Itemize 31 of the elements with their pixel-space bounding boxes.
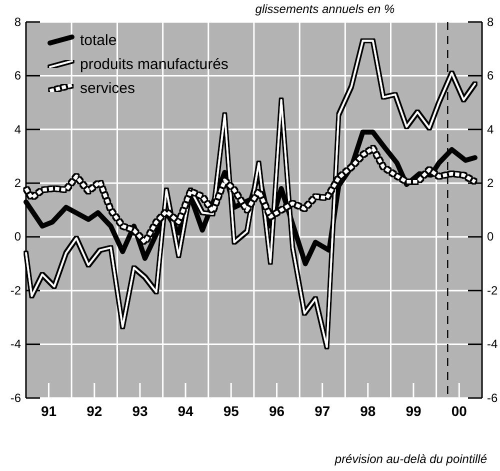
y-tick-label: -2 — [10, 283, 22, 298]
y-tick-label: 8 — [14, 14, 22, 29]
y2-tick-label: 2 — [487, 176, 494, 190]
legend-label: produits manufacturés — [80, 56, 228, 73]
y-tick-label: -6 — [10, 390, 22, 405]
x-tick-label: 92 — [86, 402, 102, 419]
y-tick-label: 6 — [14, 68, 22, 83]
y2-tick-label: -2 — [487, 283, 498, 298]
x-tick-label: 96 — [268, 402, 285, 419]
x-tick-label: 97 — [314, 402, 330, 419]
x-tick-label: 98 — [360, 402, 376, 419]
y2-tick-label: 0 — [487, 230, 494, 244]
x-tick-label: 93 — [132, 402, 148, 419]
x-tick-label: 95 — [223, 402, 240, 419]
x-tick-label: 99 — [406, 402, 422, 419]
y-tick-label: 2 — [14, 176, 22, 190]
y2-tick-label: -4 — [487, 337, 498, 352]
text: prévision au-delà du pointillé — [334, 452, 488, 466]
x-tick-label: 00 — [451, 402, 468, 419]
legend-label: services — [80, 80, 136, 97]
y2-tick-label: 8 — [487, 14, 494, 29]
y2-tick-label: 6 — [487, 68, 494, 83]
x-tick-label: 91 — [40, 402, 57, 419]
y2-tick-label: -6 — [487, 390, 498, 405]
chart-title: glissements annuels en % — [255, 2, 396, 16]
legend-label: totale — [80, 32, 117, 49]
x-tick-label: 94 — [178, 402, 194, 419]
y-tick-label: 0 — [14, 230, 22, 244]
y-tick-label: -4 — [10, 337, 22, 352]
y-tick-label: 4 — [14, 122, 22, 136]
y2-tick-label: 4 — [487, 122, 494, 136]
